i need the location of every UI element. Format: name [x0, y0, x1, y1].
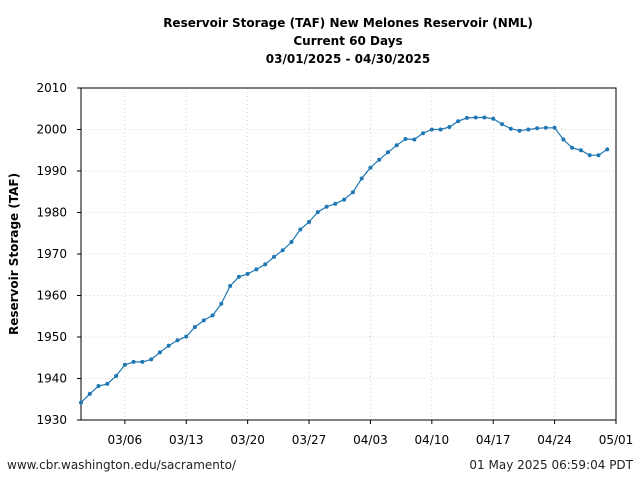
- data-point: [535, 126, 540, 131]
- y-tick-label: 2000: [36, 123, 67, 137]
- data-point: [482, 115, 487, 120]
- data-point: [140, 359, 145, 364]
- x-tick-label: 03/20: [230, 433, 265, 447]
- data-point: [307, 220, 311, 224]
- data-point: [342, 197, 347, 202]
- data-point: [570, 145, 575, 150]
- x-axis: 03/06 03/13 03/20 03/27 04/03 04/10 04/17 04/24…: [108, 420, 634, 447]
- data-point: [429, 127, 434, 132]
- x-tick-label: 03/27: [292, 433, 327, 447]
- data-point: [500, 122, 504, 127]
- data-point: [350, 190, 355, 195]
- data-point: [394, 143, 399, 148]
- timestamp: 01 May 2025 06:59:04 PDT: [469, 458, 633, 472]
- data-point: [526, 127, 531, 132]
- y-tick-label: 2010: [36, 81, 67, 95]
- x-tick-label: 04/03: [353, 433, 388, 447]
- data-point: [561, 137, 566, 142]
- x-tick-label: 03/13: [169, 433, 204, 447]
- data-point: [280, 248, 285, 253]
- y-tick-label: 1970: [36, 247, 67, 261]
- data-point: [508, 126, 513, 131]
- y-axis: 1930 1940 1950 1960 1970 1980 1990 2000 2010: [36, 81, 81, 427]
- source-url: www.cbr.washington.edu/sacramento/: [7, 458, 236, 472]
- data-point: [473, 115, 478, 120]
- x-tick-label: 04/17: [476, 433, 511, 447]
- data-point: [122, 362, 127, 367]
- y-tick-label: 1930: [36, 413, 67, 427]
- data-point: [517, 128, 522, 133]
- data-point: [131, 359, 136, 364]
- data-point: [254, 267, 259, 272]
- data-point: [201, 318, 206, 323]
- y-tick-label: 1960: [36, 289, 67, 303]
- data-point: [315, 210, 320, 215]
- data-point: [438, 127, 443, 132]
- data-point: [552, 125, 557, 130]
- data-point: [333, 201, 338, 206]
- y-tick-label: 1950: [36, 330, 67, 344]
- x-tick-label: 04/24: [537, 433, 572, 447]
- chart-title-line-3: 03/01/2025 - 04/30/2025: [265, 52, 431, 66]
- data-point: [272, 254, 276, 259]
- data-point: [543, 125, 548, 130]
- y-axis-label: Reservoir Storage (TAF): [7, 173, 21, 335]
- data-point: [157, 350, 162, 355]
- data-point: [210, 313, 215, 318]
- data-point: [578, 148, 583, 153]
- series-points: [79, 115, 610, 405]
- data-point: [96, 384, 101, 388]
- data-point: [421, 131, 425, 136]
- data-point: [324, 204, 329, 209]
- data-point: [386, 150, 390, 155]
- y-tick-label: 1990: [36, 164, 67, 178]
- data-point: [596, 153, 601, 158]
- chart-title-line-2: Current 60 Days: [293, 34, 403, 48]
- data-point: [464, 115, 469, 120]
- data-point: [105, 381, 110, 386]
- data-point: [236, 274, 241, 279]
- data-point: [87, 391, 92, 396]
- grid-lines: [81, 88, 616, 420]
- data-point: [605, 147, 610, 152]
- x-tick-label: 05/01: [599, 433, 634, 447]
- data-point: [289, 240, 294, 244]
- data-point: [184, 334, 189, 339]
- data-point: [412, 137, 417, 142]
- data-point: [298, 227, 303, 232]
- y-tick-label: 1980: [36, 206, 67, 220]
- data-point: [587, 153, 592, 158]
- y-tick-label: 1940: [36, 372, 67, 386]
- data-point: [245, 271, 250, 276]
- data-point: [166, 343, 171, 348]
- data-point: [228, 284, 233, 288]
- data-point: [368, 165, 373, 170]
- data-point: [219, 301, 224, 306]
- x-tick-label: 04/10: [415, 433, 450, 447]
- data-point: [403, 137, 408, 141]
- data-point: [193, 325, 197, 329]
- data-point: [79, 400, 83, 405]
- data-point: [149, 357, 154, 362]
- data-point: [175, 338, 180, 343]
- data-point: [377, 157, 382, 162]
- chart-title-line-1: Reservoir Storage (TAF) New Melones Rese…: [163, 16, 533, 30]
- chart-title: Reservoir Storage (TAF) New Melones Rese…: [0, 14, 640, 68]
- data-point: [456, 119, 461, 124]
- data-point: [114, 374, 119, 378]
- data-point: [263, 262, 268, 267]
- series-line: [80, 116, 608, 404]
- data-point: [359, 176, 364, 181]
- data-point: [491, 116, 496, 121]
- x-tick-label: 03/06: [108, 433, 143, 447]
- data-point: [447, 125, 452, 129]
